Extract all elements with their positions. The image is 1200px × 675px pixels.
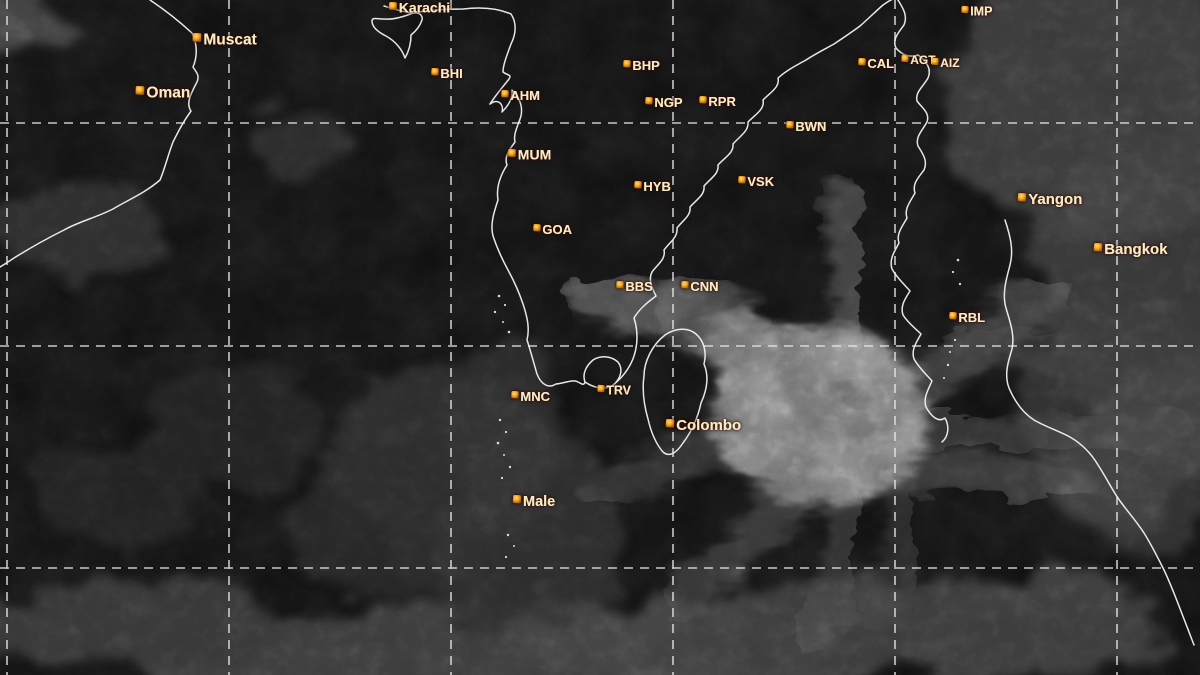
- svg-text:RBL: RBL: [958, 310, 985, 325]
- svg-text:Karachi: Karachi: [399, 0, 450, 16]
- svg-text:Oman: Oman: [146, 85, 190, 102]
- svg-text:AHM: AHM: [510, 88, 540, 103]
- svg-text:GOA: GOA: [542, 222, 572, 237]
- svg-text:Colombo: Colombo: [676, 417, 741, 434]
- svg-text:Yangon: Yangon: [1028, 191, 1082, 208]
- svg-text:Muscat: Muscat: [203, 32, 256, 49]
- svg-text:MNC: MNC: [520, 389, 550, 404]
- svg-text:NGP: NGP: [654, 95, 683, 110]
- svg-text:VSK: VSK: [747, 174, 774, 189]
- svg-text:MUM: MUM: [518, 147, 551, 163]
- svg-text:Bangkok: Bangkok: [1104, 241, 1168, 258]
- svg-text:BHI: BHI: [440, 66, 462, 81]
- svg-text:TRV: TRV: [606, 383, 631, 397]
- svg-text:BWN: BWN: [795, 119, 826, 134]
- svg-text:AIZ: AIZ: [940, 56, 959, 70]
- svg-text:Male: Male: [523, 494, 555, 510]
- svg-text:CNN: CNN: [690, 279, 718, 294]
- svg-text:IMP: IMP: [970, 4, 992, 18]
- svg-text:RPR: RPR: [708, 94, 736, 109]
- svg-text:BBS: BBS: [625, 279, 653, 294]
- svg-text:HYB: HYB: [643, 179, 670, 194]
- svg-text:CAL: CAL: [867, 56, 894, 71]
- svg-text:BHP: BHP: [632, 58, 660, 73]
